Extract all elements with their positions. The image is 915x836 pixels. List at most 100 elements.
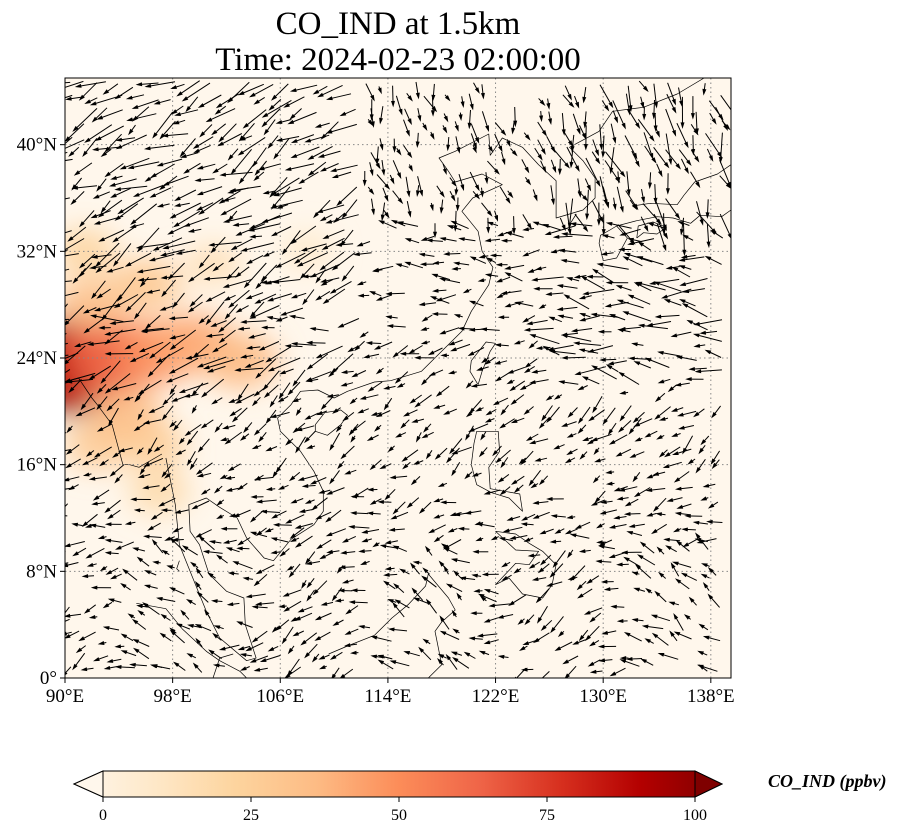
wind-vector-shaft bbox=[148, 353, 171, 377]
concentration-hotspot bbox=[110, 259, 182, 310]
wind-vector-head bbox=[383, 403, 389, 411]
wind-vector-head bbox=[674, 213, 681, 220]
wind-vector-head bbox=[661, 294, 668, 299]
wind-vector-head bbox=[524, 166, 530, 174]
wind-vector-head bbox=[478, 254, 486, 259]
wind-vector-head bbox=[356, 242, 364, 247]
wind-vector-head bbox=[438, 560, 445, 567]
wind-vector-head bbox=[218, 198, 226, 204]
wind-vector-head bbox=[193, 148, 200, 153]
wind-vector-head bbox=[351, 588, 358, 593]
wind-vector-shaft bbox=[231, 185, 261, 192]
colorbar-tick-label: 50 bbox=[391, 807, 407, 824]
wind-vector-head bbox=[605, 364, 613, 370]
wind-vector-head bbox=[89, 101, 97, 106]
wind-vector-head bbox=[604, 105, 610, 112]
wind-vector-head bbox=[540, 625, 547, 631]
wind-vector-head bbox=[453, 570, 460, 577]
wind-vector-head bbox=[110, 193, 117, 198]
wind-vector-head bbox=[396, 172, 402, 180]
wind-vector-head bbox=[288, 571, 295, 578]
wind-vector-head bbox=[564, 162, 570, 169]
wind-vector-head bbox=[548, 349, 556, 354]
wind-vector-head bbox=[619, 326, 626, 331]
wind-vector-head bbox=[497, 232, 504, 237]
wind-vector-head bbox=[457, 526, 465, 531]
wind-vector-shaft bbox=[568, 198, 574, 228]
wind-vector-head bbox=[540, 559, 547, 566]
wind-vector-shaft bbox=[286, 163, 315, 171]
wind-vector-head bbox=[638, 323, 645, 328]
wind-vector-head bbox=[200, 489, 208, 495]
wind-vector-head bbox=[254, 299, 262, 304]
wind-vector-head bbox=[420, 340, 428, 345]
wind-vector-head bbox=[693, 129, 699, 136]
wind-vector-head bbox=[260, 275, 267, 282]
wind-vector-head bbox=[654, 590, 661, 597]
wind-vector-head bbox=[443, 410, 450, 415]
wind-vector-head bbox=[678, 425, 685, 430]
wind-vector-head bbox=[369, 464, 376, 471]
wind-vector-head bbox=[599, 143, 604, 151]
wind-vector-head bbox=[504, 303, 512, 308]
wind-vector-head bbox=[321, 245, 329, 250]
wind-vector-head bbox=[618, 247, 625, 252]
wind-vector-head bbox=[175, 623, 183, 628]
wind-vector-head bbox=[392, 146, 397, 153]
map-frame bbox=[64, 77, 732, 679]
wind-vector-head bbox=[711, 118, 717, 125]
wind-vector-head bbox=[694, 369, 702, 374]
wind-vector-head bbox=[594, 458, 601, 463]
wind-vector-shaft bbox=[157, 347, 184, 363]
wind-vector-head bbox=[212, 663, 220, 668]
wind-vector-head bbox=[176, 91, 183, 97]
wind-vector-head bbox=[81, 574, 89, 579]
wind-vector-head bbox=[567, 551, 573, 559]
wind-vector-head bbox=[652, 471, 660, 476]
wind-vector-head bbox=[164, 536, 171, 541]
wind-vector-head bbox=[291, 398, 299, 403]
wind-vector-head bbox=[568, 140, 573, 147]
wind-vector-head bbox=[169, 213, 177, 219]
wind-vector-head bbox=[39, 102, 46, 106]
wind-vector-head bbox=[135, 82, 143, 87]
wind-vector-head bbox=[531, 369, 538, 374]
wind-vector-head bbox=[294, 524, 302, 529]
wind-vector-head bbox=[135, 245, 143, 250]
wind-vector-head bbox=[645, 488, 653, 492]
wind-vector-head bbox=[336, 200, 343, 207]
wind-vector-head bbox=[613, 487, 621, 492]
wind-vector-head bbox=[318, 655, 326, 660]
wind-vector-head bbox=[533, 194, 538, 202]
wind-vector-head bbox=[175, 450, 183, 456]
wind-vector-head bbox=[546, 497, 553, 501]
wind-vector-head bbox=[480, 433, 486, 441]
wind-vector-shaft bbox=[65, 342, 68, 345]
wind-vector-head bbox=[284, 344, 292, 348]
wind-vector-head bbox=[369, 169, 374, 177]
wind-vector-head bbox=[537, 617, 543, 624]
wind-vector-head bbox=[605, 470, 612, 475]
wind-vector-head bbox=[184, 430, 191, 437]
wind-vector-head bbox=[228, 302, 235, 309]
wind-vector-head bbox=[425, 452, 432, 460]
wind-vector-head bbox=[326, 490, 333, 495]
wind-vector-head bbox=[318, 489, 325, 494]
wind-vector-head bbox=[670, 333, 678, 338]
wind-vector-shaft bbox=[224, 278, 253, 288]
wind-vector-head bbox=[240, 354, 247, 359]
wind-vector-head bbox=[387, 446, 394, 453]
wind-vector-head bbox=[601, 151, 606, 158]
wind-vector-shaft bbox=[189, 262, 215, 282]
wind-vector-head bbox=[392, 545, 400, 550]
wind-vector-shaft bbox=[696, 211, 717, 234]
wind-vector-head bbox=[143, 534, 150, 539]
wind-vector-shaft bbox=[116, 185, 148, 190]
wind-vector-head bbox=[701, 563, 708, 568]
wind-vector-head bbox=[114, 477, 121, 484]
wind-vector-head bbox=[529, 380, 536, 384]
wind-vector-head bbox=[678, 265, 686, 270]
wind-vector-head bbox=[533, 286, 540, 291]
wind-vector-head bbox=[375, 158, 380, 166]
wind-vector-head bbox=[265, 280, 272, 285]
